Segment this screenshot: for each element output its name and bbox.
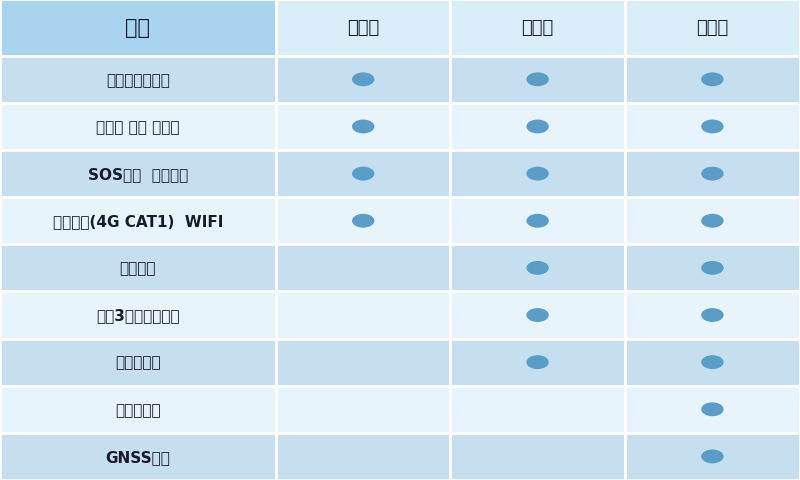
Bar: [450, 0, 625, 57]
Bar: [276, 386, 450, 433]
Bar: [625, 433, 800, 480]
Bar: [625, 151, 800, 198]
Bar: [450, 198, 625, 245]
Bar: [450, 433, 625, 480]
Bar: [276, 292, 450, 339]
Ellipse shape: [352, 120, 374, 134]
Bar: [276, 245, 450, 292]
Bar: [625, 245, 800, 292]
Text: GNSS定位: GNSS定位: [106, 449, 170, 464]
Ellipse shape: [701, 120, 724, 134]
Text: 紫外线 光照 总辐射: 紫外线 光照 总辐射: [96, 120, 180, 135]
Bar: [276, 57, 450, 104]
Bar: [276, 0, 450, 57]
Bar: [625, 292, 800, 339]
Bar: [450, 339, 625, 386]
Bar: [625, 57, 800, 104]
Text: 无线传输(4G CAT1)  WIFI: 无线传输(4G CAT1) WIFI: [53, 214, 223, 229]
Ellipse shape: [526, 215, 549, 228]
Bar: [625, 339, 800, 386]
Bar: [625, 198, 800, 245]
Bar: [0, 151, 276, 198]
Ellipse shape: [701, 403, 724, 416]
Text: SOS求救  电子罗盘: SOS求救 电子罗盘: [88, 167, 188, 182]
Ellipse shape: [352, 215, 374, 228]
Text: 标准款: 标准款: [522, 19, 554, 37]
Bar: [625, 104, 800, 151]
Ellipse shape: [701, 262, 724, 275]
Bar: [0, 433, 276, 480]
Bar: [0, 0, 276, 57]
Bar: [625, 386, 800, 433]
Bar: [276, 104, 450, 151]
Text: 基础款: 基础款: [347, 19, 379, 37]
Bar: [450, 245, 625, 292]
Text: 未来3小时天气预报: 未来3小时天气预报: [96, 308, 180, 323]
Ellipse shape: [526, 120, 549, 134]
Text: 型号: 型号: [126, 18, 150, 38]
Ellipse shape: [526, 262, 549, 275]
Text: 人体舒适度: 人体舒适度: [115, 355, 161, 370]
Bar: [0, 104, 276, 151]
Ellipse shape: [701, 450, 724, 463]
Bar: [276, 151, 450, 198]
Ellipse shape: [526, 309, 549, 322]
Ellipse shape: [701, 168, 724, 181]
Ellipse shape: [352, 168, 374, 181]
Ellipse shape: [526, 168, 549, 181]
Bar: [0, 198, 276, 245]
Bar: [450, 104, 625, 151]
Bar: [0, 57, 276, 104]
Bar: [276, 433, 450, 480]
Bar: [0, 339, 276, 386]
Bar: [450, 292, 625, 339]
Bar: [0, 292, 276, 339]
Text: 专业款: 专业款: [696, 19, 729, 37]
Ellipse shape: [701, 356, 724, 369]
Bar: [0, 245, 276, 292]
Bar: [450, 386, 625, 433]
Ellipse shape: [701, 73, 724, 87]
Text: 无线电静默: 无线电静默: [115, 402, 161, 417]
Bar: [625, 0, 800, 57]
Text: 温湿压风速风向: 温湿压风速风向: [106, 72, 170, 88]
Bar: [450, 57, 625, 104]
Ellipse shape: [526, 73, 549, 87]
Ellipse shape: [526, 356, 549, 369]
Ellipse shape: [701, 215, 724, 228]
Ellipse shape: [352, 73, 374, 87]
Text: 跑道温度: 跑道温度: [120, 261, 156, 276]
Bar: [450, 151, 625, 198]
Ellipse shape: [701, 309, 724, 322]
Bar: [276, 339, 450, 386]
Bar: [276, 198, 450, 245]
Bar: [0, 386, 276, 433]
